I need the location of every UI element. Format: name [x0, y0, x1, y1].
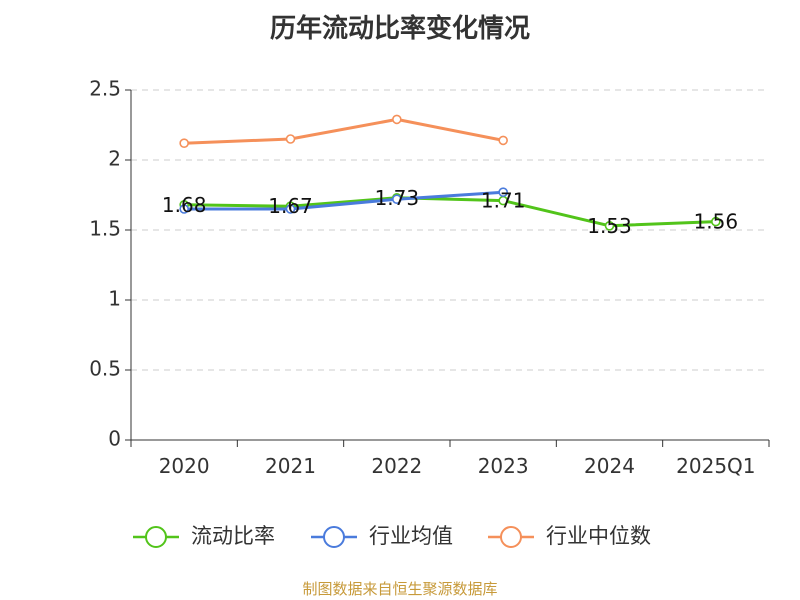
series-point-current_ratio[interactable]	[604, 221, 615, 231]
y-tick-label: 1	[108, 287, 121, 311]
series-line-industry_avg	[184, 190, 504, 211]
legend-marker	[323, 526, 345, 548]
legend[interactable]: 流动比率 行业均值 行业中位数	[133, 524, 651, 548]
data-source-note: 制图数据来自恒生聚源数据库	[302, 580, 498, 598]
legend-marker	[500, 526, 522, 548]
y-tick-label: 1.5	[89, 217, 121, 241]
series-line-current_ratio	[184, 196, 716, 228]
data-label: 1.73	[375, 186, 420, 210]
series-layer	[179, 114, 721, 231]
legend-label: 流动比率	[191, 524, 275, 548]
x-tick-label: 2022	[371, 454, 422, 478]
legend-item-industry_median[interactable]: 行业中位数	[488, 524, 651, 548]
series-point-industry_median[interactable]	[392, 114, 402, 125]
chart-title: 历年流动比率变化情况	[269, 14, 530, 44]
series-point-industry_avg[interactable]	[179, 204, 189, 214]
series-point-industry_median[interactable]	[179, 138, 189, 148]
x-axis-ticks: 2020 2021 2022 2023 2024 2025Q1	[130, 440, 770, 478]
x-tick-label: 2024	[584, 454, 635, 478]
y-tick-label: 0	[108, 427, 121, 451]
data-labels: 1.68 1.67 1.73 1.71 1.53 1.56	[162, 186, 738, 238]
series-point-industry_median[interactable]	[498, 135, 508, 146]
series-line-industry_median	[184, 117, 504, 145]
legend-label: 行业均值	[369, 524, 453, 548]
series-point-industry_avg[interactable]	[498, 187, 508, 197]
x-tick-label: 2020	[159, 454, 210, 478]
y-tick-label: 0.5	[89, 357, 121, 381]
data-label: 1.56	[694, 210, 739, 234]
grid-lines	[131, 89, 769, 371]
y-tick-label: 2	[108, 147, 121, 171]
legend-marker	[145, 526, 167, 548]
series-point-industry_avg[interactable]	[392, 194, 402, 204]
data-label: 1.53	[587, 214, 632, 238]
x-tick-label: 2025Q1	[676, 454, 755, 478]
series-point-industry_median[interactable]	[285, 134, 296, 144]
data-label: 1.68	[162, 193, 207, 217]
data-label: 1.71	[481, 189, 526, 213]
legend-item-current_ratio[interactable]: 流动比率	[133, 524, 275, 548]
y-tick-label: 2.5	[89, 77, 121, 101]
x-tick-label: 2023	[478, 454, 529, 478]
legend-label: 行业中位数	[546, 524, 651, 548]
legend-item-industry_avg[interactable]: 行业均值	[311, 524, 453, 548]
data-label: 1.67	[268, 194, 313, 218]
series-point-industry_avg[interactable]	[285, 204, 296, 214]
series-point-current_ratio[interactable]	[711, 216, 721, 227]
x-tick-label: 2021	[265, 454, 316, 478]
y-axis-ticks: 0 0.5 1 1.5 2 2.5	[89, 77, 131, 451]
